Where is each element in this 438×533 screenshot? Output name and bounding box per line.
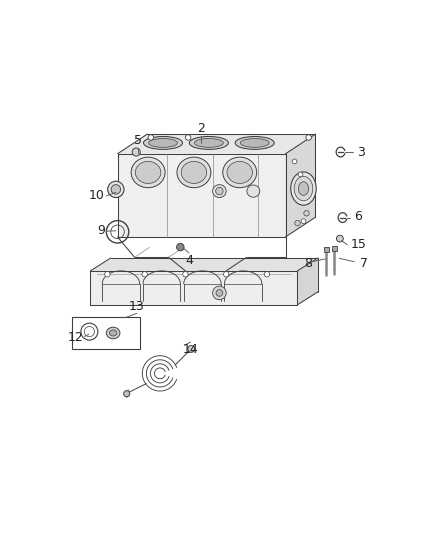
Circle shape	[124, 391, 130, 397]
Text: 8: 8	[304, 256, 312, 270]
Circle shape	[183, 271, 188, 277]
Circle shape	[132, 148, 140, 156]
Circle shape	[264, 271, 270, 277]
Text: 2: 2	[197, 122, 205, 135]
FancyBboxPatch shape	[72, 317, 140, 349]
Ellipse shape	[181, 161, 207, 183]
FancyBboxPatch shape	[332, 246, 337, 251]
Polygon shape	[117, 134, 315, 154]
Ellipse shape	[106, 327, 120, 339]
Text: 13: 13	[129, 300, 145, 313]
Ellipse shape	[194, 139, 223, 147]
Circle shape	[295, 221, 300, 226]
Text: 6: 6	[354, 210, 362, 223]
Circle shape	[304, 211, 309, 216]
Ellipse shape	[108, 181, 124, 198]
Ellipse shape	[247, 185, 260, 197]
Ellipse shape	[189, 136, 228, 149]
Ellipse shape	[298, 182, 309, 195]
Ellipse shape	[144, 136, 183, 149]
Circle shape	[223, 271, 229, 277]
Ellipse shape	[148, 139, 177, 147]
Circle shape	[298, 172, 303, 177]
Ellipse shape	[215, 188, 223, 195]
Circle shape	[216, 289, 223, 296]
Text: 9: 9	[97, 224, 105, 237]
Ellipse shape	[111, 184, 120, 194]
Ellipse shape	[177, 157, 211, 188]
Circle shape	[177, 244, 184, 251]
Ellipse shape	[240, 139, 269, 147]
Ellipse shape	[235, 136, 274, 149]
Polygon shape	[117, 154, 286, 237]
Circle shape	[148, 135, 154, 140]
Circle shape	[185, 135, 191, 140]
Circle shape	[336, 235, 343, 242]
Polygon shape	[297, 258, 318, 305]
Text: 15: 15	[351, 238, 367, 251]
Ellipse shape	[294, 176, 313, 201]
Polygon shape	[90, 271, 297, 305]
Text: 4: 4	[185, 254, 193, 267]
Ellipse shape	[131, 157, 165, 188]
Ellipse shape	[227, 161, 252, 183]
Polygon shape	[286, 134, 315, 237]
Text: 3: 3	[357, 146, 365, 158]
FancyBboxPatch shape	[324, 247, 328, 252]
Circle shape	[212, 286, 226, 300]
Circle shape	[301, 219, 306, 223]
Text: 7: 7	[360, 256, 367, 270]
Ellipse shape	[110, 330, 117, 336]
Circle shape	[142, 271, 148, 277]
Polygon shape	[90, 258, 318, 271]
Text: 14: 14	[183, 343, 198, 356]
Ellipse shape	[223, 157, 257, 188]
Circle shape	[105, 271, 110, 277]
Circle shape	[188, 345, 194, 352]
Text: 5: 5	[134, 134, 142, 147]
Ellipse shape	[291, 172, 316, 205]
Circle shape	[292, 159, 297, 164]
Text: 12: 12	[68, 330, 84, 344]
Ellipse shape	[135, 161, 161, 183]
Ellipse shape	[212, 184, 226, 198]
Text: 10: 10	[89, 189, 105, 201]
Circle shape	[306, 135, 311, 140]
